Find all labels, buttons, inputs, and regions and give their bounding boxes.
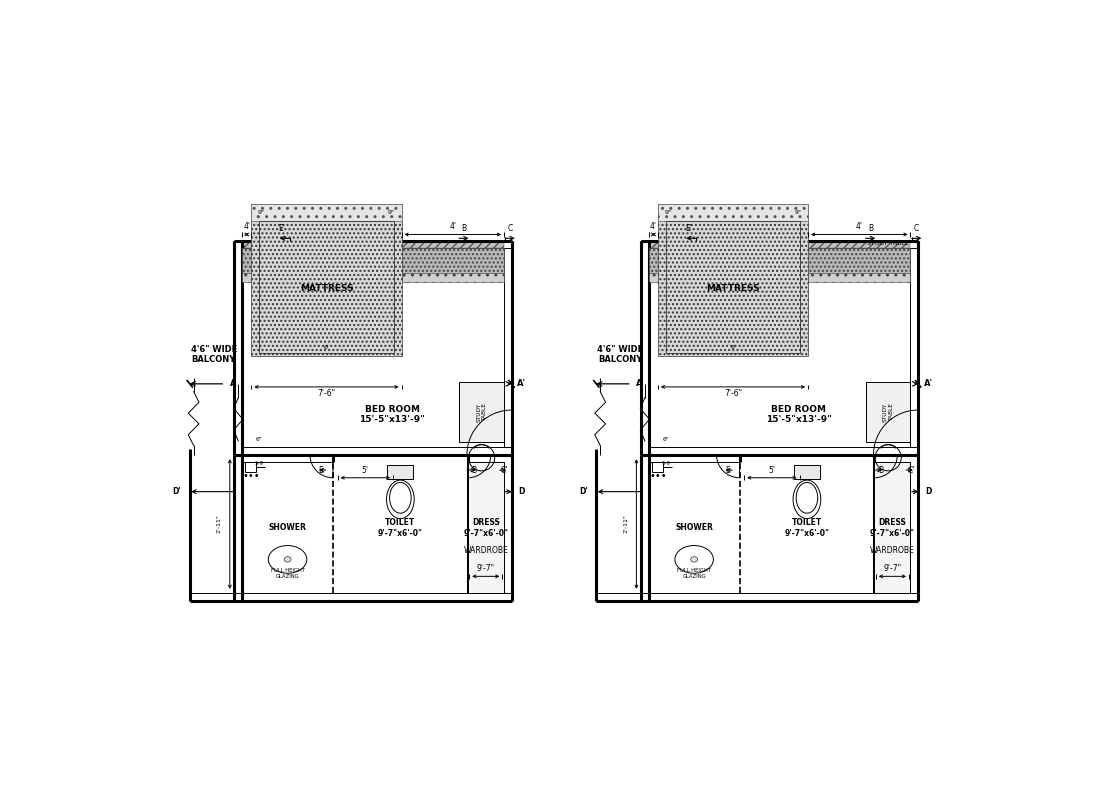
- Bar: [252, 204, 401, 356]
- Text: 6": 6": [256, 437, 262, 442]
- Bar: [866, 382, 910, 443]
- Bar: [648, 241, 910, 248]
- Text: 2'-11": 2'-11": [216, 515, 222, 534]
- Text: D': D': [173, 487, 182, 496]
- Text: C': C': [908, 465, 915, 475]
- Ellipse shape: [284, 556, 291, 562]
- Text: TOILET
9'-7"x6'-0": TOILET 9'-7"x6'-0": [784, 518, 830, 538]
- Bar: [658, 204, 808, 221]
- Text: SHOWER: SHOWER: [675, 523, 713, 532]
- Text: C': C': [501, 465, 508, 475]
- Text: DRESS
9'-7"x6'-0": DRESS 9'-7"x6'-0": [870, 518, 915, 538]
- Bar: [468, 462, 504, 593]
- Text: A': A': [517, 380, 526, 388]
- Text: 2'-11": 2'-11": [623, 515, 628, 534]
- Text: E: E: [319, 465, 323, 475]
- Bar: [658, 204, 808, 356]
- Text: 5-9: 5-9: [255, 461, 264, 466]
- Text: STUDY TABLE: STUDY TABLE: [867, 241, 909, 246]
- Text: 7'-6": 7'-6": [724, 389, 742, 399]
- Text: 6': 6': [323, 345, 330, 350]
- Text: STUDY
TABLE: STUDY TABLE: [882, 402, 893, 422]
- Bar: [459, 382, 504, 443]
- Text: 4': 4': [856, 222, 862, 231]
- Text: 5-9: 5-9: [661, 461, 671, 466]
- Text: WARDROBE: WARDROBE: [870, 546, 915, 556]
- Text: 9": 9": [388, 211, 395, 215]
- Text: 9": 9": [664, 211, 672, 215]
- Text: 4'6" WIDE
BALCONY: 4'6" WIDE BALCONY: [190, 345, 237, 364]
- Text: BED ROOM
15'-5"x13'-9": BED ROOM 15'-5"x13'-9": [360, 405, 426, 424]
- Text: B: B: [878, 465, 883, 475]
- Text: D: D: [925, 487, 931, 496]
- Bar: [245, 462, 256, 472]
- Text: STUDY
TABLE: STUDY TABLE: [476, 402, 487, 422]
- Text: MATTRESS: MATTRESS: [706, 284, 760, 293]
- Bar: [666, 221, 800, 353]
- Text: 4'6" WIDE
BALCONY: 4'6" WIDE BALCONY: [597, 345, 643, 364]
- Bar: [874, 462, 910, 593]
- Text: 9": 9": [794, 211, 802, 215]
- Text: 9": 9": [257, 211, 265, 215]
- Text: FULL HEIGHT
GLAZING: FULL HEIGHT GLAZING: [271, 567, 304, 578]
- Text: WARDROBE: WARDROBE: [463, 546, 508, 556]
- Bar: [242, 273, 504, 282]
- Text: 9'-7": 9'-7": [477, 564, 495, 573]
- Text: E: E: [725, 465, 730, 475]
- Text: C: C: [913, 224, 919, 233]
- Bar: [260, 221, 394, 353]
- Text: TOILET
9'-7"x6'-0": TOILET 9'-7"x6'-0": [378, 518, 423, 538]
- Bar: [648, 273, 910, 282]
- Text: A: A: [229, 380, 236, 388]
- Text: 4': 4': [449, 222, 457, 231]
- Text: BED ROOM
15'-5"x13'-9": BED ROOM 15'-5"x13'-9": [766, 405, 832, 424]
- Text: A: A: [636, 380, 643, 388]
- Bar: [252, 204, 401, 221]
- Text: E': E': [278, 224, 285, 233]
- Text: 6': 6': [730, 345, 736, 350]
- Text: SHOWER: SHOWER: [268, 523, 306, 532]
- Text: B: B: [471, 465, 477, 475]
- Bar: [242, 248, 504, 273]
- Text: •••: •••: [649, 472, 667, 481]
- Text: E': E': [685, 224, 692, 233]
- Bar: [242, 241, 504, 248]
- Text: 6": 6": [663, 437, 668, 442]
- Text: B: B: [461, 224, 467, 233]
- Bar: [652, 462, 663, 472]
- Text: MATTRESS: MATTRESS: [300, 284, 353, 293]
- Text: 9'-7": 9'-7": [883, 564, 901, 573]
- Text: B: B: [868, 224, 873, 233]
- Ellipse shape: [691, 556, 697, 562]
- Text: C: C: [508, 224, 512, 233]
- Bar: [388, 465, 413, 479]
- Bar: [648, 248, 910, 273]
- Text: D: D: [518, 487, 525, 496]
- Text: 4': 4': [243, 222, 251, 231]
- Text: 5': 5': [769, 466, 775, 476]
- Text: 7'-6": 7'-6": [317, 389, 335, 399]
- Text: 4': 4': [649, 222, 657, 231]
- Text: D': D': [579, 487, 587, 496]
- Text: A': A': [924, 380, 932, 388]
- Bar: [794, 465, 820, 479]
- Text: DRESS
9'-7"x6'-0": DRESS 9'-7"x6'-0": [463, 518, 508, 538]
- Text: •••: •••: [243, 472, 261, 481]
- Text: 5': 5': [362, 466, 369, 476]
- Text: FULL HEIGHT
GLAZING: FULL HEIGHT GLAZING: [677, 567, 711, 578]
